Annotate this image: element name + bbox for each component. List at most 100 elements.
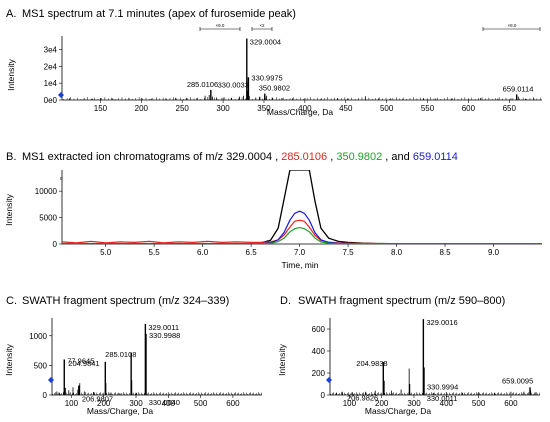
y-tick-label: 5000 [39, 214, 57, 223]
x-tick-label: 6.0 [197, 248, 209, 257]
peak-label: 330.9988 [149, 331, 180, 340]
panel-b-title-part: , and [385, 151, 413, 163]
x-tick-label: 150 [94, 104, 108, 113]
x-tick-label: 300 [407, 399, 421, 408]
x-tick-label: 200 [375, 399, 389, 408]
panel-c-letter: C. [6, 295, 17, 307]
x-tick-label: 400 [440, 399, 454, 408]
panel-d-letter: D. [280, 295, 291, 307]
y-tick-label: 2e4 [44, 62, 58, 71]
x-tick-label: 300 [129, 399, 143, 408]
zoom-label-3: ×8.0 [508, 23, 517, 28]
y-tick-label: 200 [312, 369, 326, 378]
panel-b-plot: 0 5000 10000 5.0 5.5 6.0 6.5 7.0 7.5 8.0 8.5 9.0 [35, 170, 542, 257]
x-tick-label: 200 [97, 399, 111, 408]
x-tick-label: 7.0 [294, 248, 306, 257]
panel-a-title: MS1 spectrum at 7.1 minutes (apex of fur… [22, 8, 296, 20]
x-tick-label: 9.0 [488, 248, 500, 257]
panel-d-title: SWATH fragment spectrum (m/z 590–800) [298, 295, 505, 307]
x-tick-label: 400 [162, 399, 176, 408]
panel-a-zoom-markers: ×9.0 ×2 ×8.0 [199, 23, 541, 31]
peak-label: 330.9975 [251, 73, 282, 82]
x-tick-label: 8.0 [391, 248, 403, 257]
x-tick-label: 600 [462, 104, 476, 113]
panel-b-title: MS1 extracted ion chromatograms of m/z 3… [22, 151, 458, 163]
x-tick-label: 650 [503, 104, 517, 113]
series-line-350.9802 [62, 226, 542, 244]
peak-label: 330.0033 [218, 81, 249, 90]
x-tick-label: 100 [65, 399, 79, 408]
series-line-285.0106 [62, 219, 542, 244]
panel-d-xlabel: Mass/Charge, Da [365, 406, 431, 416]
x-tick-label: 5.0 [100, 248, 112, 257]
peak-label: 206.9826 [347, 394, 378, 403]
x-tick-label: 450 [339, 104, 353, 113]
peak-label: 329.0016 [426, 318, 457, 327]
baseline-marker [48, 377, 54, 383]
baseline-marker [58, 92, 64, 98]
peak-label: 206.9807 [82, 395, 113, 404]
x-tick-label: 500 [380, 104, 394, 113]
panel-b-title-part: 659.0114 [413, 151, 458, 163]
y-tick-label: 1000 [29, 332, 47, 341]
series-line-659.0114 [62, 210, 542, 244]
x-tick-label: 600 [504, 399, 518, 408]
panel-d-ylabel: Intensity [277, 343, 287, 375]
peak-label: 329.0004 [250, 38, 281, 47]
y-tick-label: 0 [53, 240, 58, 249]
x-tick-label: 550 [421, 104, 435, 113]
peak-label: 659.0114 [503, 84, 534, 93]
panel-b-ylabel: Intensity [4, 193, 14, 225]
panel-c-ylabel: Intensity [4, 343, 14, 375]
panel-b-title-part: 285.0106 [281, 151, 327, 163]
y-tick-label: 1e4 [44, 79, 58, 88]
x-tick-label: 600 [226, 399, 240, 408]
panel-b-letter: B. [6, 151, 16, 163]
x-tick-label: 350 [257, 104, 271, 113]
panel-a-plot: 0e0 1e4 2e4 3e4 150 200 250 300 350 400 450 500 550 6… [44, 36, 542, 113]
baseline-marker [326, 377, 332, 383]
panel-b-title-prefix: MS1 extracted ion chromatograms of m/z [22, 151, 226, 163]
x-tick-label: 500 [472, 399, 486, 408]
peak-label: 330.0040 [149, 398, 180, 407]
panel-b-corner-label: 0 [60, 176, 63, 181]
panel-c-plot: 0 500 1000 100 200 300 400 500 600 77.9645 206.980… [29, 318, 262, 408]
panel-b-title-part: 329.0004 [226, 151, 272, 163]
x-tick-label: 100 [343, 399, 357, 408]
y-tick-label: 0e0 [44, 96, 58, 105]
panel-b-title-part: , [275, 151, 281, 163]
peak-label: 285.0108 [105, 350, 136, 359]
peak-label: 329.0011 [148, 323, 179, 332]
series-line-329.0004 [62, 170, 542, 244]
zoom-label-1: ×9.0 [216, 23, 225, 28]
panel-b-title-part: 350.9802 [336, 151, 382, 163]
panel-c-xlabel: Mass/Charge, Da [87, 406, 153, 416]
peak-label: 77.9645 [67, 356, 94, 365]
y-tick-label: 10000 [35, 187, 58, 196]
panel-a-letter: A. [6, 8, 16, 20]
x-tick-label: 6.5 [246, 248, 258, 257]
x-tick-label: 8.5 [439, 248, 451, 257]
x-tick-label: 250 [176, 104, 190, 113]
x-tick-label: 300 [216, 104, 230, 113]
y-tick-label: 3e4 [44, 45, 58, 54]
panel-b-title-part: , [330, 151, 336, 163]
panel-a-ylabel: Intensity [6, 58, 16, 90]
panel-a-xlabel: Mass/Charge, Da [267, 107, 333, 117]
y-tick-label: 600 [312, 325, 326, 334]
peak-label: 330.0011 [427, 394, 458, 403]
x-tick-label: 5.5 [149, 248, 161, 257]
peak-label: 204.9841 [68, 359, 99, 368]
panel-b-xlabel: Time, min [282, 260, 319, 270]
y-tick-label: 500 [34, 361, 48, 370]
x-tick-label: 500 [194, 399, 208, 408]
peak-label: 204.9838 [356, 359, 387, 368]
x-tick-label: 200 [135, 104, 149, 113]
panel-c-title: SWATH fragment spectrum (m/z 324–339) [22, 295, 229, 307]
peak-label: 659.0095 [502, 376, 533, 385]
zoom-label-2: ×2 [259, 23, 265, 28]
y-tick-label: 400 [312, 347, 326, 356]
peak-label: 350.9802 [259, 84, 290, 93]
x-tick-label: 400 [298, 104, 312, 113]
